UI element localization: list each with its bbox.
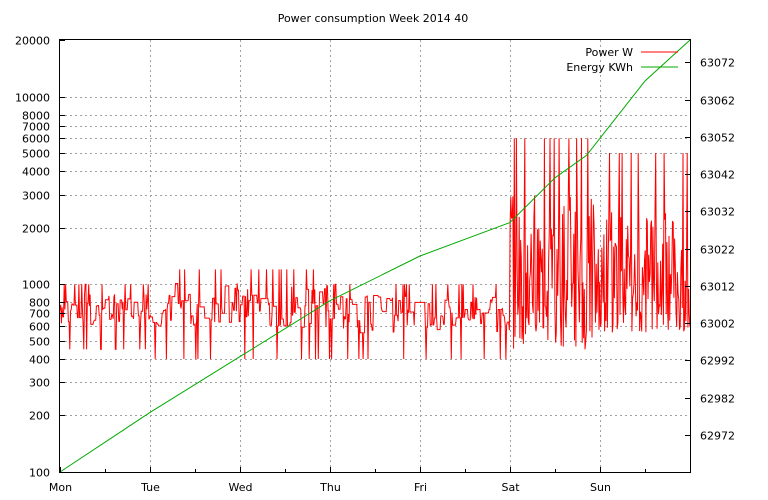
y-right-tick-label: 63052 — [700, 132, 735, 145]
y-left-tick-label: 2000 — [22, 223, 50, 236]
grid — [60, 40, 690, 472]
y-left-tick-label: 5000 — [22, 148, 50, 161]
y-left-tick-label: 600 — [29, 321, 50, 334]
x-tick-label: Mon — [49, 481, 72, 494]
y-left-tick-label: 1000 — [22, 279, 50, 292]
y-left-tick-label: 6000 — [22, 133, 50, 146]
y-left-tick-label: 300 — [29, 377, 50, 390]
y-right-tick-label: 62992 — [700, 355, 735, 368]
y-left-tick-label: 10000 — [15, 92, 50, 105]
legend: Power W Energy KWh — [566, 46, 678, 74]
y-left-tick-label: 100 — [29, 467, 50, 480]
energy-series-line — [59, 39, 691, 473]
x-tick-label: Sat — [501, 481, 520, 494]
x-tick-label: Wed — [229, 481, 253, 494]
x-tick-label: Sun — [590, 481, 611, 494]
y-left-tick-label: 7000 — [22, 121, 50, 134]
legend-label: Power W — [585, 46, 633, 59]
y-right-tick-label: 63002 — [700, 318, 735, 331]
y-right-tick-label: 62972 — [700, 430, 735, 443]
y-left-tick-label: 3000 — [22, 190, 50, 203]
x-tick-label: Tue — [140, 481, 160, 494]
power-series-line — [59, 138, 691, 360]
y-left-tick-label: 4000 — [22, 166, 50, 179]
y-right-tick-label: 63062 — [700, 95, 735, 108]
y-right-tick-label: 63032 — [700, 206, 735, 219]
y-left-tick-label: 500 — [29, 336, 50, 349]
y-left-tick-label: 400 — [29, 354, 50, 367]
y-right-tick-label: 63012 — [700, 281, 735, 294]
plot-frame — [59, 39, 691, 473]
y-right-tick-label: 63042 — [700, 169, 735, 182]
y-right-tick-label: 62982 — [700, 393, 735, 406]
y-left-tick-label: 8000 — [22, 110, 50, 123]
y-left-tick-label: 20000 — [15, 35, 50, 48]
series-layer — [59, 39, 691, 473]
y-left-tick-label: 700 — [29, 308, 50, 321]
chart-title: Power consumption Week 2014 40 — [278, 12, 469, 25]
y-right-tick-label: 63072 — [700, 57, 735, 70]
x-tick-label: Thu — [319, 481, 341, 494]
legend-label: Energy KWh — [566, 61, 633, 74]
y-left-tick-label: 800 — [29, 297, 50, 310]
y-right-tick-label: 63022 — [700, 244, 735, 257]
x-tick-label: Fri — [414, 481, 427, 494]
y-left-tick-label: 200 — [29, 410, 50, 423]
